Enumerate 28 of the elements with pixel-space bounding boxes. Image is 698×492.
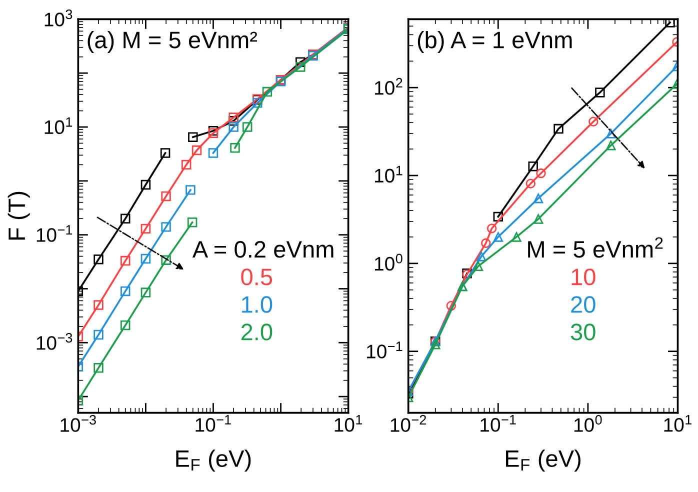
y-tick-label: 10$^{−1}$ bbox=[36, 225, 72, 242]
x-tick-label: 10$^{1}$ bbox=[334, 415, 362, 432]
x-tick-label: 10$^{1}$ bbox=[664, 415, 692, 432]
chart-title: (b) A = 1 eVnm bbox=[418, 30, 572, 53]
x-tick-label: 10$^{−3}$ bbox=[60, 415, 96, 432]
chart-title: (a) M = 5 eVnm² bbox=[88, 30, 258, 53]
legend-label: M = 5 eVnm$^{2}$ bbox=[528, 237, 663, 258]
legend-label: A = 0.2 eVnm bbox=[192, 241, 334, 258]
x-tick-label: 10$^{−1}$ bbox=[196, 415, 231, 432]
y-tick-label: 10$^{1}$ bbox=[44, 117, 72, 134]
x-tick-label: 10$^{−1}$ bbox=[480, 415, 516, 432]
x-tick-label: 10$^{−2}$ bbox=[390, 415, 426, 432]
y-tick-label: 10$^{1}$ bbox=[375, 166, 402, 183]
text: 20 bbox=[571, 296, 596, 313]
text: 10 bbox=[572, 268, 596, 286]
y-tick-label: 10$^{3}$ bbox=[44, 10, 72, 26]
y-axis-title: F (T) bbox=[8, 192, 30, 240]
y-tick-label: 10$^{−3}$ bbox=[36, 332, 72, 350]
text: 30 bbox=[570, 324, 596, 340]
text: 1.0 bbox=[242, 296, 272, 313]
text: 0.5 bbox=[241, 268, 272, 286]
y-tick-label: 10$^{−1}$ bbox=[367, 342, 402, 358]
text: 2.0 bbox=[241, 324, 272, 340]
x-axis-title: E$_{F}$ (eV) bbox=[506, 450, 580, 472]
x-axis-title: E$_{F}$ (eV) bbox=[176, 450, 251, 472]
x-tick-label: 10$^{0}$ bbox=[574, 415, 602, 432]
y-tick-label: 10$^{0}$ bbox=[375, 254, 402, 271]
y-tick-label: 10$^{2}$ bbox=[375, 78, 402, 95]
